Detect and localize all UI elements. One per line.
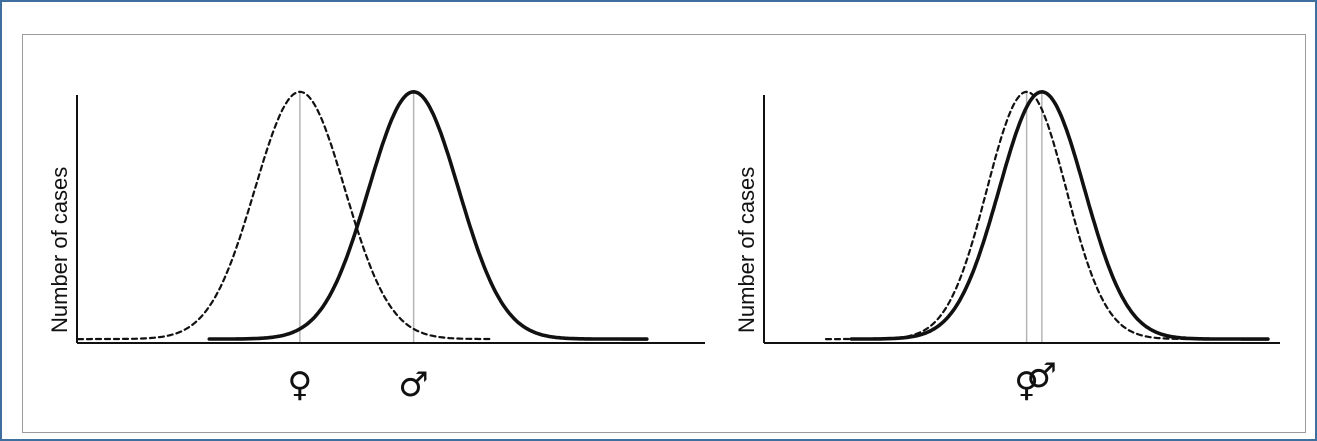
charts-svg: Number of cases ♀ ♂ Number of cases ♀ ♂ xyxy=(47,90,1280,405)
x-tick-male: ♂ xyxy=(398,365,428,405)
figure-panel: Number of cases ♀ ♂ Number of cases ♀ ♂ xyxy=(22,34,1306,433)
series-curves xyxy=(824,90,1270,341)
chart-left: Number of cases ♀ ♂ xyxy=(47,90,705,405)
series-curves xyxy=(76,90,649,341)
male-distribution-curve xyxy=(207,90,649,341)
y-axis-label: Number of cases xyxy=(47,167,72,333)
mean-lines xyxy=(1025,90,1043,343)
male-distribution-curve xyxy=(849,90,1270,341)
x-tick-female: ♀ xyxy=(287,365,312,405)
y-axis-label: Number of cases xyxy=(734,167,759,333)
mean-lines xyxy=(299,90,415,343)
chart-right: Number of cases ♀ ♂ xyxy=(734,90,1280,405)
female-distribution-curve xyxy=(76,90,492,341)
x-tick-female: ♀ xyxy=(1014,365,1039,405)
x-tick-male: ♂ xyxy=(1027,356,1057,396)
